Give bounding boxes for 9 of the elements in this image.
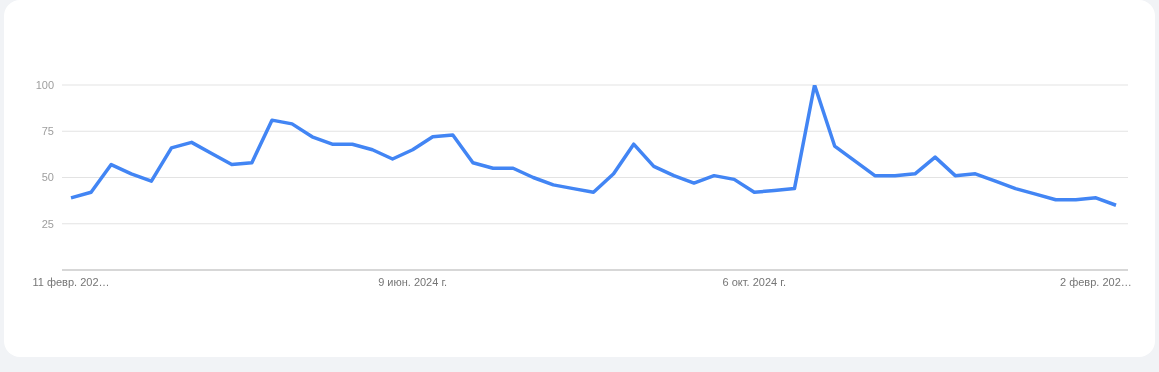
y-tick-label: 100: [35, 78, 54, 91]
x-tick-label: 9 июн. 2024 г.: [378, 275, 448, 288]
y-tick-label: 25: [41, 217, 54, 230]
x-tick-label: 11 февр. 202…: [32, 275, 110, 288]
line-series: [69, 85, 1118, 207]
x-tick-label: 6 окт. 2024 г.: [722, 275, 786, 288]
x-tick-label: 2 февр. 202…: [1060, 275, 1132, 288]
y-tick-label: 75: [41, 125, 54, 138]
y-tick-label: 50: [41, 171, 54, 184]
